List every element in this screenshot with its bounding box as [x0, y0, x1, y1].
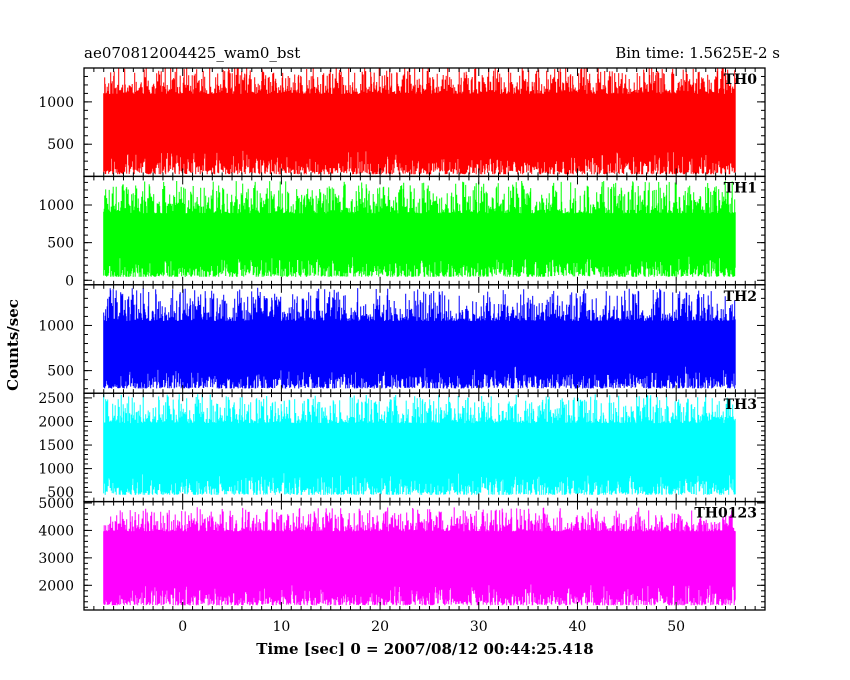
panel-th2: 500 1000 TH2 — [38, 284, 766, 394]
x-tick-label: 20 — [371, 619, 389, 635]
panel-label: TH1 — [724, 180, 757, 196]
series-th3 — [103, 394, 736, 495]
panel-th3: 500 1000 1500 2000 2500 TH3 — [38, 391, 766, 503]
x-tick-label: 10 — [272, 619, 290, 635]
y-tick-label: 5000 — [38, 496, 74, 512]
x-tick-label: 40 — [569, 619, 587, 635]
panel-label: TH2 — [724, 289, 757, 305]
x-tick-label: 0 — [178, 619, 187, 635]
y-tick-label: 500 — [47, 364, 74, 380]
series-th2 — [103, 287, 736, 389]
panel-th1: 0 500 1000 TH1 — [38, 175, 766, 289]
y-tick-label: 0 — [65, 273, 74, 289]
bin-time-label: Bin time: 1.5625E-2 s — [615, 44, 780, 62]
panel-label: TH0123 — [694, 506, 757, 522]
x-tick-label: 30 — [470, 619, 488, 635]
y-tick-label: 3000 — [38, 551, 74, 567]
y-tick-label: 2000 — [38, 578, 74, 594]
panel-th0: 500 1000 TH0 — [38, 67, 766, 178]
series-th0 — [103, 68, 736, 175]
panels-group: 5001000TH005001000TH15001000TH2500100015… — [38, 67, 766, 635]
y-tick-label: 500 — [47, 485, 74, 501]
y-tick-label: 500 — [47, 137, 74, 153]
y-axis-label: Counts/sec — [4, 299, 22, 391]
x-axis-label: Time [sec] 0 = 2007/08/12 00:44:25.418 — [256, 640, 593, 658]
y-tick-label: 1000 — [38, 318, 74, 334]
x-tick-label: 50 — [667, 619, 685, 635]
y-tick-label: 1500 — [38, 438, 74, 454]
y-tick-label: 1000 — [38, 462, 74, 478]
series-th0123 — [103, 507, 736, 606]
plot-title: ae070812004425_wam0_bst — [84, 44, 300, 62]
y-tick-label: 4000 — [38, 523, 74, 539]
y-tick-label: 1000 — [38, 198, 74, 214]
series-th1 — [103, 181, 736, 277]
y-tick-label: 2500 — [38, 391, 74, 407]
panel-th0123: 2000 3000 4000 5000 TH0123 — [38, 496, 766, 611]
panel-label: TH0 — [724, 72, 758, 88]
y-tick-label: 1000 — [38, 95, 74, 111]
y-tick-label: 2000 — [38, 414, 74, 430]
y-tick-label: 500 — [47, 236, 74, 252]
panel-label: TH3 — [724, 397, 757, 413]
panel-frame — [83, 500, 766, 611]
